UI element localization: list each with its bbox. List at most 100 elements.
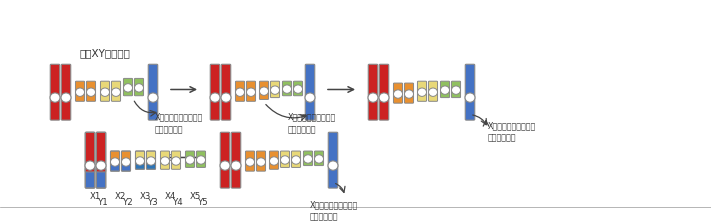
- FancyBboxPatch shape: [451, 81, 461, 98]
- FancyBboxPatch shape: [87, 81, 95, 101]
- Text: X1: X1: [90, 192, 101, 201]
- FancyBboxPatch shape: [368, 64, 378, 120]
- Circle shape: [305, 93, 315, 102]
- Circle shape: [146, 157, 156, 165]
- FancyBboxPatch shape: [294, 81, 303, 96]
- FancyBboxPatch shape: [440, 81, 449, 98]
- FancyBboxPatch shape: [75, 81, 85, 101]
- FancyBboxPatch shape: [305, 64, 315, 120]
- Circle shape: [281, 156, 289, 164]
- Text: X染色体与常染色体间
发生转座异位: X染色体与常染色体间 发生转座异位: [288, 113, 336, 134]
- FancyBboxPatch shape: [171, 151, 181, 169]
- Circle shape: [134, 84, 144, 92]
- FancyBboxPatch shape: [231, 132, 241, 188]
- Circle shape: [85, 161, 95, 170]
- Circle shape: [100, 88, 109, 96]
- Circle shape: [379, 93, 389, 102]
- FancyBboxPatch shape: [112, 81, 121, 101]
- Circle shape: [441, 86, 449, 94]
- Circle shape: [148, 93, 158, 102]
- FancyBboxPatch shape: [85, 132, 95, 172]
- Circle shape: [292, 156, 301, 164]
- Text: X染色体与常染色体间
发生转座异位: X染色体与常染色体间 发生转座异位: [155, 113, 203, 134]
- Circle shape: [221, 93, 231, 102]
- Text: X4: X4: [165, 192, 176, 201]
- Circle shape: [186, 156, 195, 164]
- Circle shape: [210, 93, 220, 102]
- Circle shape: [87, 88, 95, 96]
- FancyBboxPatch shape: [186, 151, 195, 167]
- FancyBboxPatch shape: [96, 132, 106, 172]
- FancyBboxPatch shape: [146, 151, 156, 164]
- FancyBboxPatch shape: [210, 64, 220, 120]
- FancyBboxPatch shape: [314, 151, 324, 165]
- Circle shape: [112, 88, 120, 96]
- Circle shape: [270, 86, 279, 94]
- FancyBboxPatch shape: [136, 151, 144, 164]
- Circle shape: [417, 88, 427, 96]
- Circle shape: [122, 158, 131, 166]
- FancyBboxPatch shape: [257, 151, 265, 171]
- Circle shape: [451, 86, 461, 94]
- Circle shape: [368, 93, 378, 102]
- Circle shape: [161, 157, 169, 165]
- FancyBboxPatch shape: [304, 151, 313, 165]
- Circle shape: [294, 85, 302, 93]
- Circle shape: [75, 88, 85, 96]
- Circle shape: [220, 161, 230, 170]
- Circle shape: [235, 88, 245, 96]
- Circle shape: [110, 158, 119, 166]
- Text: 祖先XY性染色体: 祖先XY性染色体: [80, 48, 130, 58]
- FancyBboxPatch shape: [110, 151, 119, 165]
- Text: Y2: Y2: [123, 198, 134, 207]
- FancyBboxPatch shape: [134, 78, 144, 96]
- Circle shape: [429, 88, 437, 96]
- Circle shape: [50, 93, 60, 102]
- FancyBboxPatch shape: [280, 151, 289, 167]
- Text: X2: X2: [114, 192, 126, 201]
- Circle shape: [282, 85, 292, 93]
- FancyBboxPatch shape: [221, 64, 231, 120]
- Text: Y1: Y1: [98, 198, 109, 207]
- Text: X染色体与常染色体间
发生转座异位: X染色体与常染色体间 发生转座异位: [310, 200, 358, 222]
- FancyBboxPatch shape: [379, 64, 389, 120]
- Text: Y3: Y3: [148, 198, 159, 207]
- FancyBboxPatch shape: [110, 162, 119, 171]
- FancyBboxPatch shape: [465, 64, 475, 120]
- FancyBboxPatch shape: [161, 151, 169, 169]
- Circle shape: [96, 161, 106, 170]
- FancyBboxPatch shape: [122, 151, 131, 165]
- FancyBboxPatch shape: [136, 161, 144, 169]
- Circle shape: [231, 161, 241, 170]
- Circle shape: [61, 93, 71, 102]
- FancyBboxPatch shape: [146, 161, 156, 169]
- FancyBboxPatch shape: [405, 83, 414, 103]
- FancyBboxPatch shape: [269, 151, 279, 169]
- FancyBboxPatch shape: [245, 151, 255, 171]
- Circle shape: [257, 158, 265, 166]
- FancyBboxPatch shape: [220, 132, 230, 188]
- Circle shape: [269, 157, 279, 165]
- Circle shape: [328, 161, 338, 170]
- FancyBboxPatch shape: [149, 64, 158, 120]
- FancyBboxPatch shape: [429, 81, 437, 101]
- FancyBboxPatch shape: [124, 78, 132, 96]
- FancyBboxPatch shape: [328, 132, 338, 188]
- FancyBboxPatch shape: [282, 81, 292, 96]
- FancyBboxPatch shape: [122, 162, 131, 171]
- FancyBboxPatch shape: [85, 168, 95, 188]
- Text: Y4: Y4: [173, 198, 184, 207]
- Circle shape: [196, 156, 205, 164]
- Circle shape: [245, 158, 255, 166]
- FancyBboxPatch shape: [270, 81, 279, 98]
- FancyBboxPatch shape: [260, 81, 269, 99]
- Circle shape: [314, 155, 324, 163]
- Circle shape: [136, 157, 144, 165]
- FancyBboxPatch shape: [417, 81, 427, 101]
- Text: X3: X3: [140, 192, 151, 201]
- Circle shape: [260, 87, 269, 95]
- FancyBboxPatch shape: [292, 151, 301, 167]
- Circle shape: [171, 157, 181, 165]
- FancyBboxPatch shape: [100, 81, 109, 101]
- FancyBboxPatch shape: [196, 151, 205, 167]
